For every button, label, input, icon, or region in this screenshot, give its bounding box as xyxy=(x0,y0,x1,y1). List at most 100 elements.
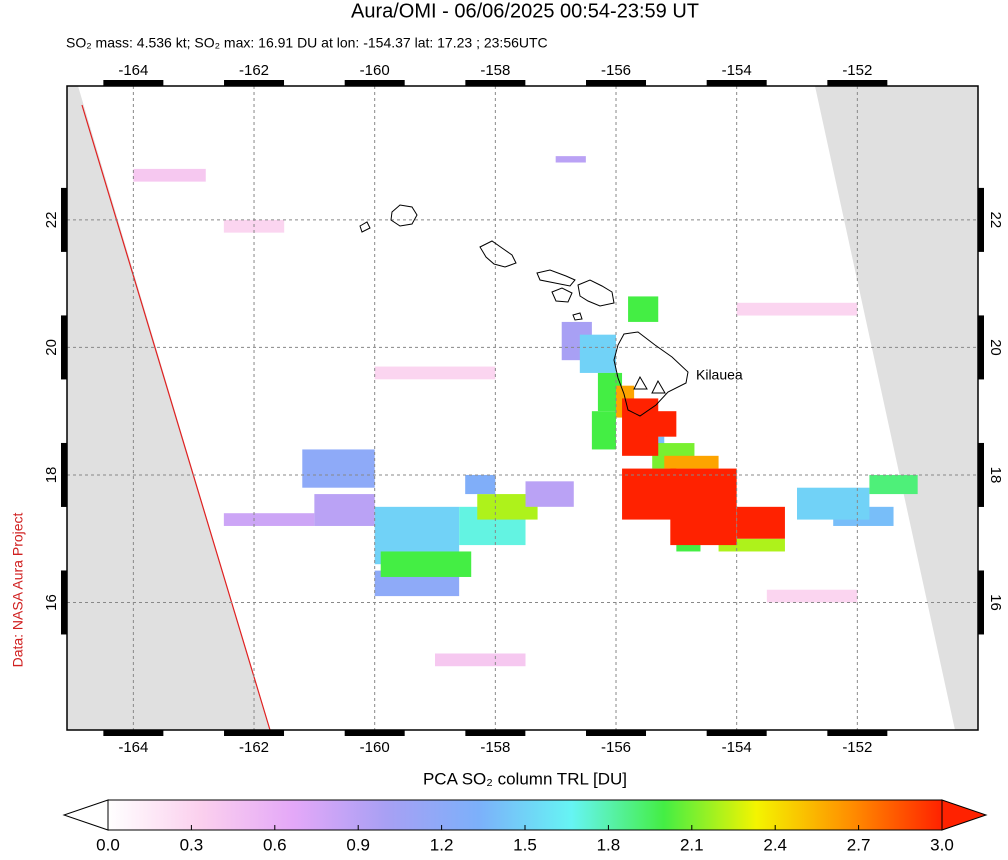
tick-bar xyxy=(61,187,67,252)
x-tick-label: -164 xyxy=(118,62,148,79)
x-tick-label: -154 xyxy=(722,739,752,756)
y-tick-label: 20 xyxy=(987,339,1004,356)
x-tick-label: -152 xyxy=(842,739,872,756)
colorbar-tick-label: 0.6 xyxy=(263,835,287,854)
so2-pixel xyxy=(670,468,737,546)
y-tick-label: 22 xyxy=(987,212,1004,229)
colorbar-tick-label: 2.7 xyxy=(847,835,871,854)
colorbar-tick-label: 0.3 xyxy=(180,835,204,854)
tick-bar xyxy=(61,442,67,507)
so2-pixel xyxy=(766,589,858,603)
colorbar-tick-label: 0.0 xyxy=(96,835,120,854)
so2-pixel xyxy=(869,474,918,495)
hawaii-island xyxy=(613,331,689,417)
so2-pixel xyxy=(525,481,574,507)
so2-pixel xyxy=(374,366,496,380)
x-tick-label: -158 xyxy=(480,739,510,756)
so2-pixel xyxy=(435,653,526,667)
tick-bar xyxy=(103,730,164,736)
so2-pixel xyxy=(736,302,858,316)
so2-pixel xyxy=(380,551,472,577)
volcano-marker xyxy=(651,379,666,394)
swath-gap-left xyxy=(67,86,270,730)
so2-pixel xyxy=(465,474,496,495)
tick-bar xyxy=(344,80,405,86)
x-tick-label: -164 xyxy=(118,739,148,756)
colorbar-over xyxy=(941,799,988,831)
swath-edge xyxy=(81,104,271,731)
credit: Data: NASA Aura Project xyxy=(10,512,26,667)
swath-gap-right xyxy=(815,86,978,730)
so2-pixel xyxy=(628,296,659,322)
kahoolawe xyxy=(572,312,583,321)
tick-bar xyxy=(978,187,984,252)
lanai xyxy=(551,287,573,303)
niihau xyxy=(359,221,371,233)
so2-pixel xyxy=(314,494,375,526)
grid xyxy=(67,86,978,730)
tick-bar xyxy=(978,315,984,380)
x-tick-label: -154 xyxy=(722,62,752,79)
x-tick-label: -162 xyxy=(239,62,269,79)
tick-bar xyxy=(706,80,767,86)
y-tick-label: 18 xyxy=(43,467,60,484)
x-tick-label: -156 xyxy=(601,62,631,79)
so2-pixel xyxy=(736,506,785,539)
colorbar-tick-label: 1.2 xyxy=(430,835,454,854)
x-tick-label: -158 xyxy=(480,62,510,79)
y-tick-label: 16 xyxy=(987,594,1004,611)
coastlines xyxy=(359,204,689,417)
y-tick-label: 20 xyxy=(43,339,60,356)
x-tick-label: -152 xyxy=(842,62,872,79)
tick-bar xyxy=(224,730,285,736)
y-tick-label: 16 xyxy=(43,594,60,611)
kauai xyxy=(390,204,418,227)
tick-bar xyxy=(61,315,67,380)
tick-bar xyxy=(224,80,285,86)
colorbar-tick-label: 2.1 xyxy=(680,835,704,854)
maui xyxy=(577,279,615,307)
so2-pixel xyxy=(797,487,870,520)
so2-pixel xyxy=(223,513,315,526)
tick-bar xyxy=(586,80,647,86)
so2-pixel xyxy=(133,168,206,182)
colorbar-label: PCA SO₂ column TRL [DU] xyxy=(423,769,627,788)
so2-pixel xyxy=(646,411,677,437)
x-tick-label: -162 xyxy=(239,739,269,756)
so2-pixel xyxy=(591,411,617,450)
so2-pixel xyxy=(555,156,586,163)
tick-bar xyxy=(706,730,767,736)
y-tick-label: 22 xyxy=(43,212,60,229)
x-tick-label: -160 xyxy=(360,739,390,756)
tick-bar xyxy=(465,730,526,736)
x-tick-label: -156 xyxy=(601,739,631,756)
volcano-label: Kilauea xyxy=(696,367,743,383)
colorbar: 0.0 0.3 0.6 0.9 1.2 1.5 1.8 2.1 2.4 2.7 3.0 xyxy=(62,799,988,854)
so2-pixel xyxy=(302,449,375,488)
so2-pixel xyxy=(579,334,617,373)
tick-bar xyxy=(103,80,164,86)
tick-bar xyxy=(586,730,647,736)
volcano-marker xyxy=(633,375,648,390)
pixel-layer xyxy=(133,156,918,667)
so2-pixel xyxy=(664,455,719,469)
y-tick-label: 18 xyxy=(987,467,1004,484)
colorbar-tick-label: 0.9 xyxy=(346,835,370,854)
molokai xyxy=(536,269,576,287)
tick-bar xyxy=(827,80,888,86)
tick-bar xyxy=(61,570,67,635)
title: Aura/OMI - 06/06/2025 00:54-23:59 UT xyxy=(351,0,699,22)
so2-pixel xyxy=(622,468,677,520)
subtitle: SO₂ mass: 4.536 kt; SO₂ max: 16.91 DU at… xyxy=(66,35,548,51)
colorbar-tick-label: 1.5 xyxy=(513,835,537,854)
tick-bar xyxy=(827,730,888,736)
tick-bar xyxy=(978,442,984,507)
tick-bar xyxy=(344,730,405,736)
x-tick-label: -160 xyxy=(360,62,390,79)
tick-bar xyxy=(465,80,526,86)
colorbar-tick-label: 2.4 xyxy=(763,835,787,854)
tick-bar xyxy=(978,570,984,635)
colorbar-under xyxy=(62,799,109,831)
colorbar-tick-label: 3.0 xyxy=(930,835,954,854)
